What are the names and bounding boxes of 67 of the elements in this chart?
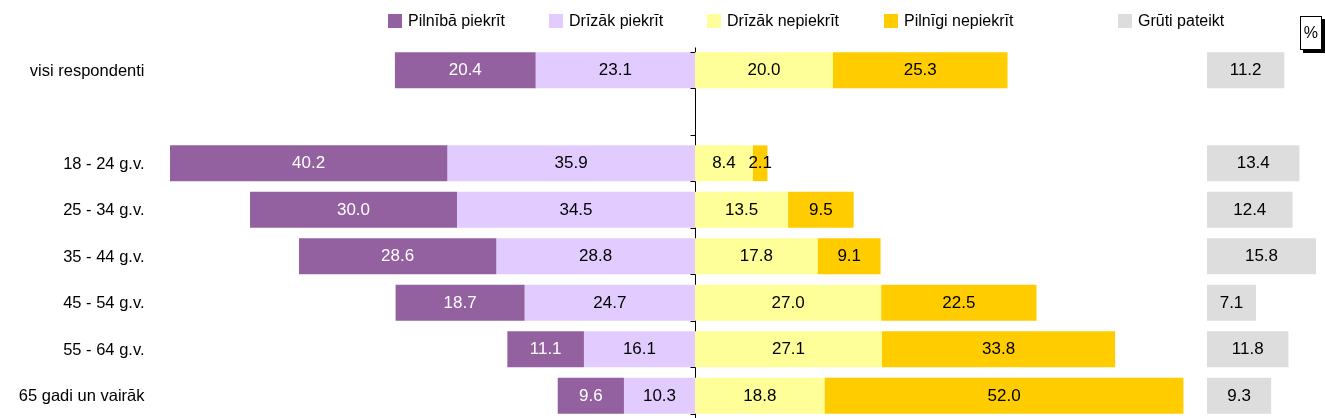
data-label: 8.4 bbox=[712, 153, 736, 173]
data-label: 11.1 bbox=[529, 339, 562, 359]
y-tick-label: 35 - 44 g.v. bbox=[63, 246, 145, 265]
data-label: 13.4 bbox=[1236, 153, 1270, 173]
data-label: 9.6 bbox=[579, 385, 603, 405]
text: % bbox=[1299, 16, 1322, 50]
data-label: 18.8 bbox=[743, 385, 777, 405]
y-tick-label: 18 - 24 g.v. bbox=[63, 153, 145, 172]
data-label: 25.3 bbox=[903, 60, 937, 80]
data-label: 18.7 bbox=[443, 292, 477, 312]
data-label: 33.8 bbox=[982, 339, 1016, 359]
y-tick-label: 25 - 34 g.v. bbox=[63, 200, 145, 219]
y-tick-label: visi respondenti bbox=[29, 60, 145, 79]
data-label: 23.1 bbox=[598, 60, 632, 80]
data-label: 9.5 bbox=[809, 199, 833, 219]
legend-label: Grūti pateikt bbox=[1138, 12, 1225, 29]
y-tick-label: 65 gadi un vairāk bbox=[18, 386, 146, 405]
data-label: 7.1 bbox=[1219, 292, 1244, 312]
legend-label: Drīzāk nepiekrīt bbox=[727, 12, 840, 29]
data-label: 28.6 bbox=[381, 246, 415, 266]
data-label: 27.1 bbox=[771, 339, 806, 359]
bar bbox=[1207, 238, 1316, 275]
bar bbox=[1207, 52, 1285, 89]
data-label: 15.8 bbox=[1244, 246, 1279, 266]
bar bbox=[881, 331, 1116, 368]
data-label: 9.1 bbox=[837, 246, 862, 266]
data-label: 34.5 bbox=[559, 199, 593, 219]
legend-label: Pilnībā piekrīt bbox=[408, 12, 506, 29]
data-label: 27.0 bbox=[771, 292, 805, 312]
bar bbox=[788, 191, 854, 228]
bar bbox=[1207, 284, 1256, 321]
data-label: 16.1 bbox=[622, 339, 657, 359]
bar bbox=[170, 145, 448, 182]
bar bbox=[250, 191, 457, 228]
bar bbox=[832, 52, 1008, 89]
y-tick-label: 55 - 64 g.v. bbox=[63, 339, 145, 358]
data-label: 40.2 bbox=[292, 153, 326, 173]
data-label: 35.9 bbox=[554, 153, 588, 173]
data-label: 28.8 bbox=[579, 246, 613, 266]
legend-label: Drīzāk piekrīt bbox=[569, 12, 664, 29]
bar bbox=[1207, 377, 1272, 414]
legend-label: Pilnīgi nepiekrīt bbox=[904, 12, 1014, 29]
bar bbox=[824, 377, 1184, 414]
bar bbox=[1207, 191, 1293, 228]
data-label: 20.4 bbox=[448, 60, 482, 80]
bar bbox=[817, 238, 881, 275]
data-label: 17.8 bbox=[739, 246, 773, 266]
data-label: 11.8 bbox=[1231, 339, 1264, 359]
bar bbox=[394, 52, 536, 89]
bar bbox=[881, 284, 1037, 321]
bar bbox=[299, 238, 497, 275]
data-label: 13.5 bbox=[725, 199, 759, 219]
bar bbox=[507, 331, 584, 368]
data-label: 24.7 bbox=[593, 292, 627, 312]
bar bbox=[395, 284, 525, 321]
bar bbox=[557, 377, 624, 414]
data-label: 52.0 bbox=[987, 385, 1021, 405]
y-tick-label: 45 - 54 g.v. bbox=[63, 293, 145, 312]
data-label: 22.5 bbox=[942, 292, 976, 312]
data-label: 9.3 bbox=[1227, 385, 1251, 405]
data-label: 10.3 bbox=[642, 385, 677, 405]
bar bbox=[1207, 145, 1300, 182]
data-label: 11.2 bbox=[1229, 60, 1262, 80]
data-label: 30.0 bbox=[336, 199, 371, 219]
data-label: 12.4 bbox=[1233, 199, 1267, 219]
data-label: 20.0 bbox=[747, 60, 781, 80]
bar bbox=[1207, 331, 1289, 368]
